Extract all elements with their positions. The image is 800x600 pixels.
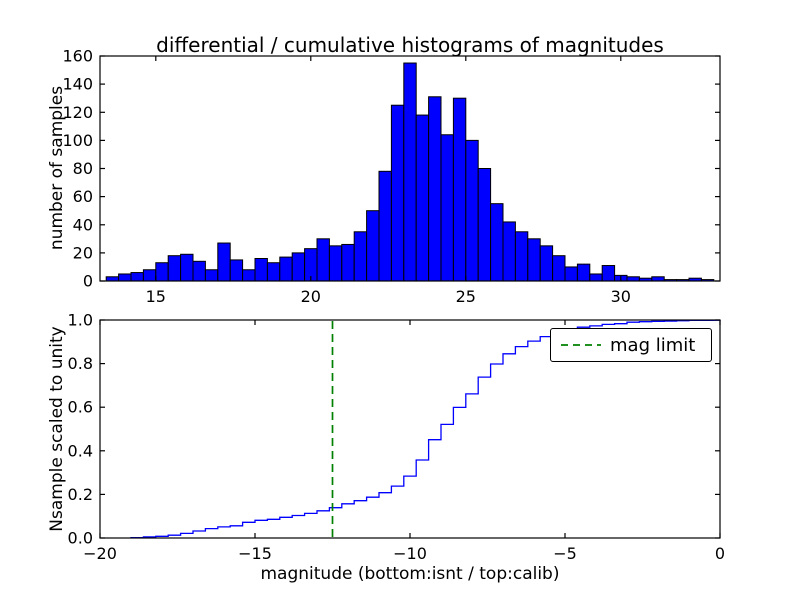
histogram-bar [552,255,566,282]
y-tick-label: 0.2 [68,485,93,504]
histogram-bar [601,265,616,282]
histogram-bar [403,62,417,282]
histogram-bar [539,245,554,282]
histogram-bar [452,97,467,282]
y-tick-label: 60 [73,187,93,206]
histogram-bar [291,252,306,282]
y-axis-label-bottom: Nsample scaled to unity [47,326,67,532]
histogram-bar [155,262,169,282]
y-tick-label: 0.6 [68,398,93,417]
histogram-bar [266,262,281,282]
y-tick-label: 0.4 [68,441,93,460]
histogram-bar [118,273,132,282]
histogram-bar [626,276,640,282]
histogram-bar [390,104,405,282]
histogram-bar [279,256,293,282]
histogram-bar [180,253,194,282]
histogram-bar [440,134,454,282]
histogram-bar [576,263,591,282]
cumulative-step-line [130,319,721,539]
histogram-bar [353,231,368,282]
y-tick-label: 0 [83,272,93,291]
histogram-bar [254,258,268,282]
legend-label: mag limit [610,334,696,356]
x-tick-label: 25 [456,287,476,306]
histogram-bar [229,259,244,282]
y-tick-label: 20 [73,243,93,262]
x-tick-label: 15 [146,287,166,306]
histogram-bar [477,168,492,282]
histogram-bar [130,272,144,282]
histogram-bar [167,255,182,282]
histogram-bar [242,269,256,282]
histogram-bar [105,276,120,282]
y-tick-label: 1.0 [68,311,93,330]
x-tick-label: −5 [553,544,577,563]
x-tick-label: 20 [301,287,321,306]
legend: mag limit [550,328,712,362]
histogram-bar [415,114,430,282]
x-tick-label: −20 [83,544,117,563]
y-axis-label-top: number of samples [47,85,67,251]
y-tick-label: 40 [73,215,93,234]
histogram-bar [316,238,330,282]
histogram-bar [589,273,603,282]
histogram-bar [564,266,578,282]
x-axis-label: magnitude (bottom:isnt / top:calib) [260,564,560,584]
histogram-bar [428,96,442,282]
y-tick-label: 120 [62,103,93,122]
y-tick-label: 0.8 [68,354,93,373]
histogram-bar [192,260,206,282]
histogram-bar [527,238,541,282]
y-tick-label: 160 [62,47,93,66]
histogram-bar [217,242,231,282]
histogram-bar [502,221,516,282]
x-tick-label: −10 [393,544,427,563]
histogram-bar [328,245,343,282]
chart-title: differential / cumulative histograms of … [156,33,664,57]
histogram-bar [465,139,479,282]
dashed-line-icon [561,344,601,346]
y-tick-label: 80 [73,159,93,178]
y-tick-label: 0.0 [68,529,93,548]
histogram-bar [514,231,529,282]
histogram-bar [651,276,665,282]
histogram-bar [204,269,219,282]
histogram-bar [366,210,380,282]
x-tick-label: −15 [238,544,272,563]
y-tick-label: 140 [62,75,93,94]
x-tick-label: 30 [611,287,631,306]
histogram-bar [490,203,504,282]
histogram-bar [142,269,157,282]
histogram-bar [341,243,355,282]
histogram-bar [378,170,392,282]
x-tick-label: 0 [715,544,725,563]
y-tick-label: 100 [62,131,93,150]
